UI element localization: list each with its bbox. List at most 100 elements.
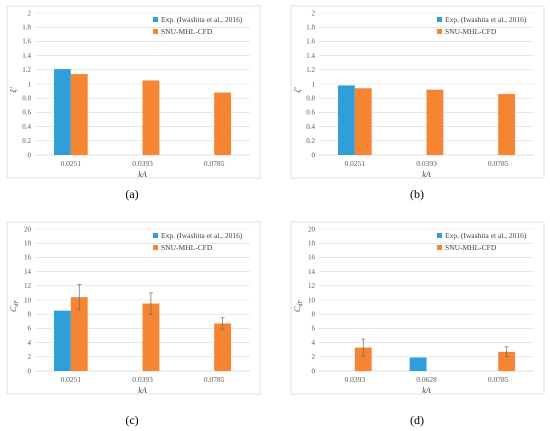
y-tick-label: 1 bbox=[312, 80, 316, 88]
bar-exp bbox=[337, 85, 355, 155]
y-tick-label: 0.8 bbox=[306, 95, 315, 103]
bar-cfd bbox=[426, 89, 444, 155]
legend-swatch-exp bbox=[153, 233, 158, 238]
x-tick-label: 0.0785 bbox=[204, 375, 225, 384]
x-tick-label: 0.0251 bbox=[345, 159, 366, 168]
bar-exp bbox=[409, 357, 427, 371]
bar-cfd bbox=[498, 93, 516, 155]
y-tick-label: 0 bbox=[28, 367, 32, 375]
y-tick-label: 10 bbox=[308, 296, 316, 304]
chart-panel-b: 0 0.2 0.4 0.6 0.8 1 1.2 1.4 1.6 1.8 2 0.0251 0.0393 0… bbox=[290, 5, 545, 179]
y-tick-label: 0.2 bbox=[22, 137, 31, 145]
y-axis-label-subscript: dF bbox=[298, 300, 304, 307]
bar-exp bbox=[53, 310, 71, 371]
y-tick-label: 12 bbox=[308, 282, 316, 290]
y-tick-label: 1.8 bbox=[22, 24, 31, 32]
legend-swatch-exp bbox=[437, 17, 442, 22]
y-tick-label: 6 bbox=[28, 325, 32, 333]
legend-label: Exp. (Iwashita et al., 2016) bbox=[445, 15, 527, 24]
y-tick-label: 14 bbox=[24, 268, 32, 276]
x-tick-label: 0.0628 bbox=[416, 375, 437, 384]
x-tick-label: 0.0393 bbox=[345, 375, 366, 384]
chart-panel-a: 0 0.2 0.4 0.6 0.8 1 1.2 1.4 1.6 1.8 2 0.0251 0.0393 0… bbox=[6, 5, 261, 179]
y-tick-label: 12 bbox=[24, 282, 32, 290]
y-axis-label: CdF bbox=[293, 300, 304, 312]
y-tick-label: 2 bbox=[312, 353, 316, 361]
y-tick-label: 0.6 bbox=[306, 109, 315, 117]
legend-label: SNU-MHL-CFD bbox=[161, 243, 213, 252]
y-tick-label: 2 bbox=[28, 353, 32, 361]
panel-label-b: (b) bbox=[410, 187, 424, 201]
y-tick-label: 1.6 bbox=[22, 38, 31, 46]
y-tick-label: 18 bbox=[24, 240, 32, 248]
legend-swatch-cfd bbox=[437, 29, 442, 34]
y-tick-label: 0 bbox=[28, 151, 32, 159]
x-axis-label: kA bbox=[422, 170, 431, 179]
y-tick-label: 0.8 bbox=[22, 95, 31, 103]
legend-label: Exp. (Iwashita et al., 2016) bbox=[161, 231, 243, 240]
y-tick-label: 2 bbox=[28, 9, 32, 17]
y-tick-label: 4 bbox=[28, 339, 32, 347]
y-tick-label: 10 bbox=[24, 296, 32, 304]
y-tick-label: 6 bbox=[312, 325, 316, 333]
x-tick-label: 0.0393 bbox=[132, 375, 153, 384]
bar-cfd bbox=[142, 303, 160, 371]
bar-cfd bbox=[142, 80, 160, 155]
y-axis-label: CdF bbox=[9, 300, 20, 312]
y-axis-label-subscript: dF bbox=[14, 300, 20, 307]
y-tick-label: 2 bbox=[312, 9, 316, 17]
legend-swatch-exp bbox=[437, 233, 442, 238]
legend-swatch-exp bbox=[153, 17, 158, 22]
bar-cfd bbox=[214, 92, 232, 155]
x-tick-label: 0.0251 bbox=[61, 159, 82, 168]
legend-label: SNU-MHL-CFD bbox=[445, 243, 497, 252]
y-tick-label: 0 bbox=[312, 151, 316, 159]
y-axis-label-main: C bbox=[9, 306, 18, 312]
legend-label: SNU-MHL-CFD bbox=[445, 27, 497, 36]
y-axis-label: ξ' bbox=[9, 87, 18, 92]
y-tick-label: 0.4 bbox=[22, 123, 31, 131]
y-tick-label: 1.6 bbox=[306, 38, 315, 46]
bar-cfd bbox=[70, 297, 88, 371]
x-tick-label: 0.0785 bbox=[204, 159, 225, 168]
y-tick-label: 20 bbox=[24, 225, 32, 233]
y-tick-label: 4 bbox=[312, 339, 316, 347]
y-tick-label: 8 bbox=[28, 311, 32, 319]
bar-cfd bbox=[70, 74, 88, 155]
x-axis-label: kA bbox=[138, 170, 147, 179]
y-tick-label: 0.6 bbox=[22, 109, 31, 117]
legend-label: SNU-MHL-CFD bbox=[161, 27, 213, 36]
x-tick-label: 0.0251 bbox=[61, 375, 82, 384]
x-axis-label: kA bbox=[138, 386, 147, 395]
x-axis-label: kA bbox=[422, 386, 431, 395]
legend-swatch-cfd bbox=[437, 245, 442, 250]
y-tick-label: 1.4 bbox=[306, 52, 315, 60]
y-tick-label: 1.4 bbox=[22, 52, 31, 60]
y-tick-label: 16 bbox=[24, 254, 32, 262]
panel-label-d: (d) bbox=[410, 413, 424, 427]
y-tick-label: 20 bbox=[308, 225, 316, 233]
bar-cfd bbox=[498, 351, 516, 371]
y-tick-label: 14 bbox=[308, 268, 316, 276]
y-tick-label: 8 bbox=[312, 311, 316, 319]
chart-panel-c: 0 2 4 6 8 10 12 14 16 18 20 0.0251 0.0393 0.0785 kA CdF… bbox=[6, 221, 261, 395]
legend-swatch-cfd bbox=[153, 29, 158, 34]
bar-cfd bbox=[354, 347, 372, 371]
y-tick-label: 0.4 bbox=[306, 123, 315, 131]
x-tick-label: 0.0393 bbox=[132, 159, 153, 168]
y-tick-label: 1 bbox=[28, 80, 32, 88]
y-tick-label: 1.2 bbox=[306, 66, 315, 74]
x-tick-label: 0.0785 bbox=[488, 375, 509, 384]
bar-exp bbox=[53, 69, 71, 155]
bar-cfd bbox=[214, 323, 232, 371]
y-tick-label: 16 bbox=[308, 254, 316, 262]
chart-panel-d: 0 2 4 6 8 10 12 14 16 18 20 0.0393 0.0628 0.0785 kA CdF… bbox=[290, 221, 545, 395]
legend-swatch-cfd bbox=[153, 245, 158, 250]
panel-label-c: (c) bbox=[125, 413, 138, 427]
bar-cfd bbox=[354, 88, 372, 155]
y-axis-label-main: C bbox=[293, 306, 302, 312]
legend-label: Exp. (Iwashita et al., 2016) bbox=[161, 15, 243, 24]
y-axis-label: ζ' bbox=[293, 87, 302, 92]
y-tick-label: 1.2 bbox=[22, 66, 31, 74]
